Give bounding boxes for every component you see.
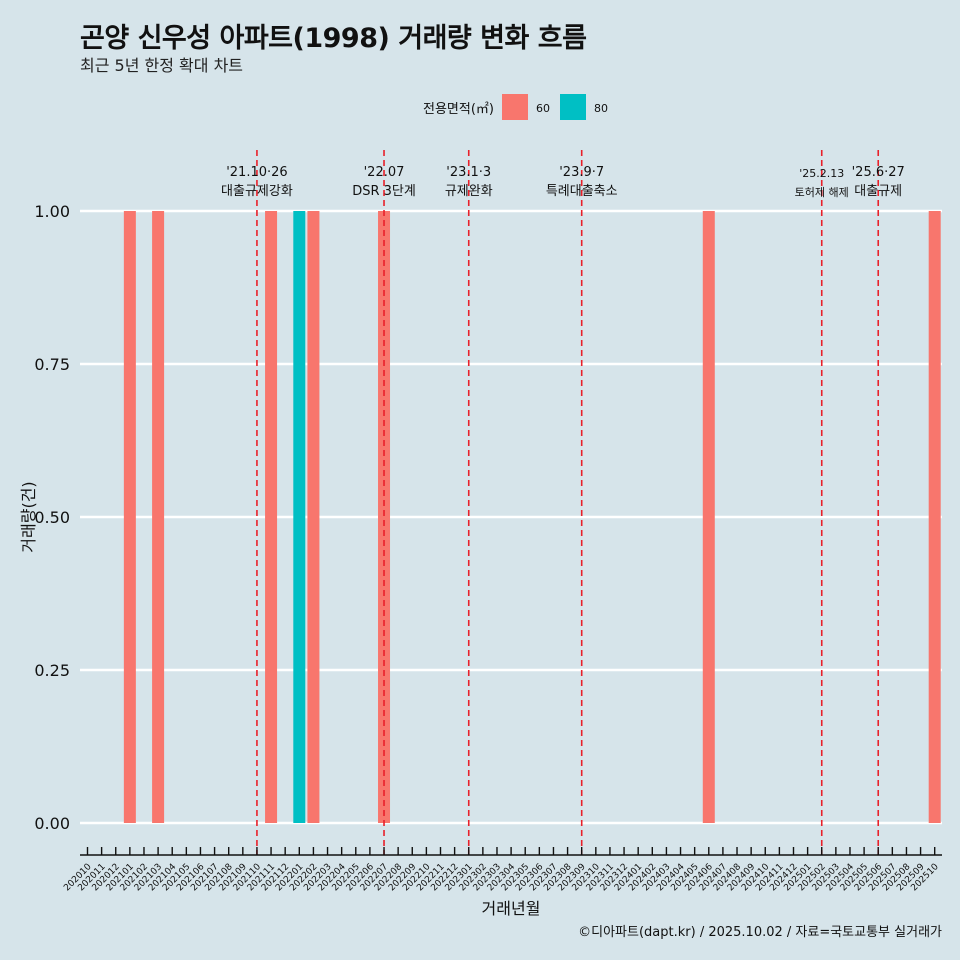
bar-202202-60 [307,211,320,823]
event-date: '23.9·7 [559,165,604,180]
event-date: '25.2.13 [799,167,844,180]
legend-title: 전용면적(㎡) [423,102,494,117]
chart-subtitle: 최근 5년 한정 확대 차트 [80,56,244,75]
bar-202406-60 [702,211,715,823]
source-caption: ©디아파트(dapt.kr) / 2025.10.02 / 자료=국토교통부 실… [578,925,942,940]
bar-202103-60 [152,211,165,823]
legend-label-60: 60 [536,102,550,115]
y-tick-label: 0.50 [34,508,70,527]
bar-202101-60 [123,211,136,823]
event-date: '21.10·26 [226,165,287,180]
bar-202207-60 [378,211,391,823]
event-label: 대출규제 [854,184,902,199]
event-date: '22.07 [364,165,405,180]
event-date: '23.1·3 [446,165,491,180]
bar-202201-80 [293,211,306,823]
event-label: 토허제 해제 [795,185,849,199]
bar-202111-60 [265,211,278,823]
bar-202510-60 [928,211,941,823]
legend-label-80: 80 [594,102,608,115]
chart-title: 곤양 신우성 아파트(1998) 거래량 변화 흐름 [80,23,587,54]
y-tick-label: 0.00 [34,814,70,833]
legend-swatch-60 [502,94,528,120]
y-tick-label: 1.00 [34,202,70,221]
legend-swatch-80 [560,94,586,120]
x-axis-title: 거래년월 [482,899,541,918]
event-label: 특례대출축소 [546,184,618,199]
event-label: 규제완화 [445,184,493,199]
event-label: DSR 3단계 [352,184,416,199]
y-axis-title: 거래량(건) [19,481,38,552]
y-tick-label: 0.75 [34,355,70,374]
event-label: 대출규제강화 [221,184,293,199]
event-date: '25.6·27 [852,165,905,180]
y-tick-label: 0.25 [34,661,70,680]
